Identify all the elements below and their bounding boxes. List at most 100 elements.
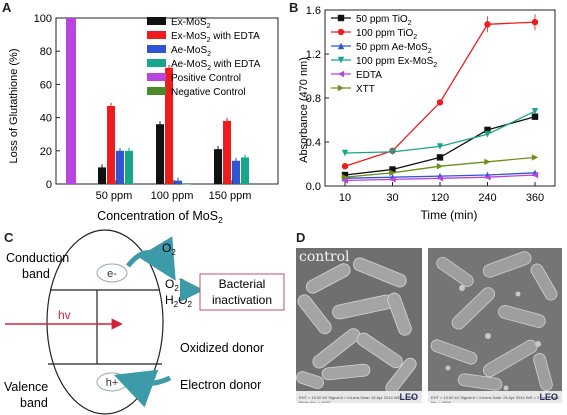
legend-label-5: XTT (356, 84, 375, 95)
semiconductor-particle (46, 229, 164, 415)
data-point (531, 113, 539, 120)
legend-label-1: Ex-MoS2 with EDTA (171, 31, 260, 44)
chart-b-ytick-label: 1.2 (306, 49, 321, 61)
data-point (484, 158, 491, 165)
chart-a-ytick-label: 0 (46, 179, 52, 191)
data-point (341, 174, 349, 181)
data-point (337, 70, 345, 78)
bar-ex-mos2-with-edta-2 (223, 120, 231, 184)
electron-donor-label: Electron donor (180, 378, 261, 392)
absorbance-line-chart: Absorbance (470 nm) Time (min) 0.0 0.4 0.8… (298, 5, 556, 222)
conduction-band-label-2: band (22, 267, 50, 281)
chart-a-category-label: 100 ppm (151, 190, 194, 202)
data-point (337, 28, 345, 36)
bar-ae-mos2-with-edta-1 (183, 184, 191, 185)
legend-label-2: Ae-MoS2 (171, 45, 211, 58)
bar-ae-mos2-1 (174, 180, 182, 184)
h2o2-label: H2O2 (165, 293, 192, 309)
chart-b-xtick-label: 360 (526, 192, 544, 204)
chart-a-ytick-label: 60 (40, 79, 52, 91)
valence-band-label: Valence (4, 380, 48, 394)
light-label: hv (58, 308, 71, 322)
chart-b-ytick-label: 0.4 (306, 137, 321, 149)
bar-ae-mos2-2 (232, 160, 240, 184)
data-point (341, 177, 349, 184)
data-point (484, 174, 491, 181)
legend-label-4: Positive Control (171, 73, 241, 84)
chart-b-ytick-label: 1.6 (306, 5, 321, 17)
data-point (389, 166, 396, 173)
chart-a-category-label: 50 ppm (96, 190, 133, 202)
inactivation-label: Bacterial (219, 277, 266, 291)
legend-swatch-3 (147, 59, 166, 67)
bar-ae-mos2-0 (116, 150, 124, 184)
bar-ae-mos2-with-edta-0 (125, 150, 133, 184)
data-point (337, 42, 345, 50)
chart-b-xtick-label: 240 (478, 192, 496, 204)
sem-control-image: control EHT = 10.00 kV Signal A = InLens… (296, 248, 422, 403)
panel-label-c: C (4, 230, 14, 245)
legend-swatch-4 (147, 73, 166, 81)
bacteria-texture-treated (428, 248, 562, 403)
chart-b-ylabel: Absorbance (470 nm) (298, 57, 310, 163)
chart-a-ylabel: Loss of Glutathione (%) (8, 49, 20, 164)
oxidation-arrow (113, 369, 172, 408)
data-point (337, 84, 345, 92)
chart-a-ytick-label: 40 (40, 113, 52, 125)
superoxide-label: O2− (165, 275, 184, 293)
control-label: control (299, 249, 350, 265)
chart-b-xtick-label: 30 (386, 192, 398, 204)
data-point (341, 149, 349, 157)
data-point (484, 126, 491, 134)
data-point (436, 163, 444, 170)
panel-label-d: D (296, 230, 306, 245)
inactivation-label-2: inactivation (212, 293, 272, 307)
data-point (337, 14, 345, 22)
conduction-band-label: Conduction (6, 251, 69, 265)
data-point (436, 99, 444, 106)
legend-label-3: 100 ppm Ex-MoS2 (356, 56, 437, 69)
data-point (337, 56, 345, 64)
chart-a-category-label: 150 ppm (209, 190, 252, 202)
bar-ex-mos2-with-edta-1 (165, 67, 173, 184)
legend-label-0: Ex-MoS2 (171, 17, 211, 30)
sem-treated-image: EHT = 10.00 kV Signal A = InLens Date: 2… (428, 248, 562, 403)
data-point (341, 163, 349, 170)
valence-band-label-2: band (20, 396, 48, 410)
data-point (436, 175, 444, 182)
legend-swatch-5 (147, 87, 166, 95)
data-point (389, 169, 396, 176)
legend-label-4: EDTA (356, 70, 382, 81)
data-point (341, 171, 349, 179)
legend-label-5: Negative Control (171, 87, 245, 98)
data-point (389, 148, 396, 156)
sem-info-bar-left: EHT = 10.00 kV Signal A = InLens Date: 2… (296, 391, 422, 403)
photocatalysis-diagram: e- h+ Conduction band Valence band hv O2… (4, 229, 285, 415)
bar-positive-control (66, 18, 76, 184)
chart-b-xtick-label: 120 (431, 192, 449, 204)
leo-logo-right: LEO (539, 392, 558, 402)
bar-ex-mos2-2 (214, 149, 222, 184)
data-point (436, 143, 444, 150)
bacteria-texture (296, 248, 422, 403)
chart-b-ytick-label: 0.0 (306, 181, 321, 193)
reduction-arrow (126, 236, 176, 281)
legend-label-3: Ae-MoS2 with EDTA (171, 59, 261, 72)
chart-a-xlabel: Concentration of MoS2 (97, 209, 223, 225)
hole-label: h+ (106, 377, 119, 389)
glutathione-bar-chart: Loss of Glutathione (%) Concentration of… (8, 13, 279, 225)
bar-ex-mos2-1 (156, 124, 164, 184)
legend-swatch-1 (147, 31, 166, 39)
oxidized-donor-label: Oxidized donor (180, 341, 264, 355)
panel-label-a: A (2, 0, 12, 15)
chart-a-ytick-label: 80 (40, 46, 52, 58)
data-point (484, 131, 491, 138)
o2-label: O2 (162, 241, 176, 257)
bar-ex-mos2-with-edta-0 (107, 105, 115, 184)
legend-label-0: 50 ppm TiO2 (356, 14, 412, 27)
leo-logo-left: LEO (399, 392, 418, 402)
data-point (531, 154, 539, 161)
sem-info-bar-right: EHT = 10.00 kV Signal A = InLens Date: 2… (428, 391, 562, 403)
chart-a-ytick-label: 100 (34, 13, 52, 25)
electron-label: e- (107, 268, 117, 280)
